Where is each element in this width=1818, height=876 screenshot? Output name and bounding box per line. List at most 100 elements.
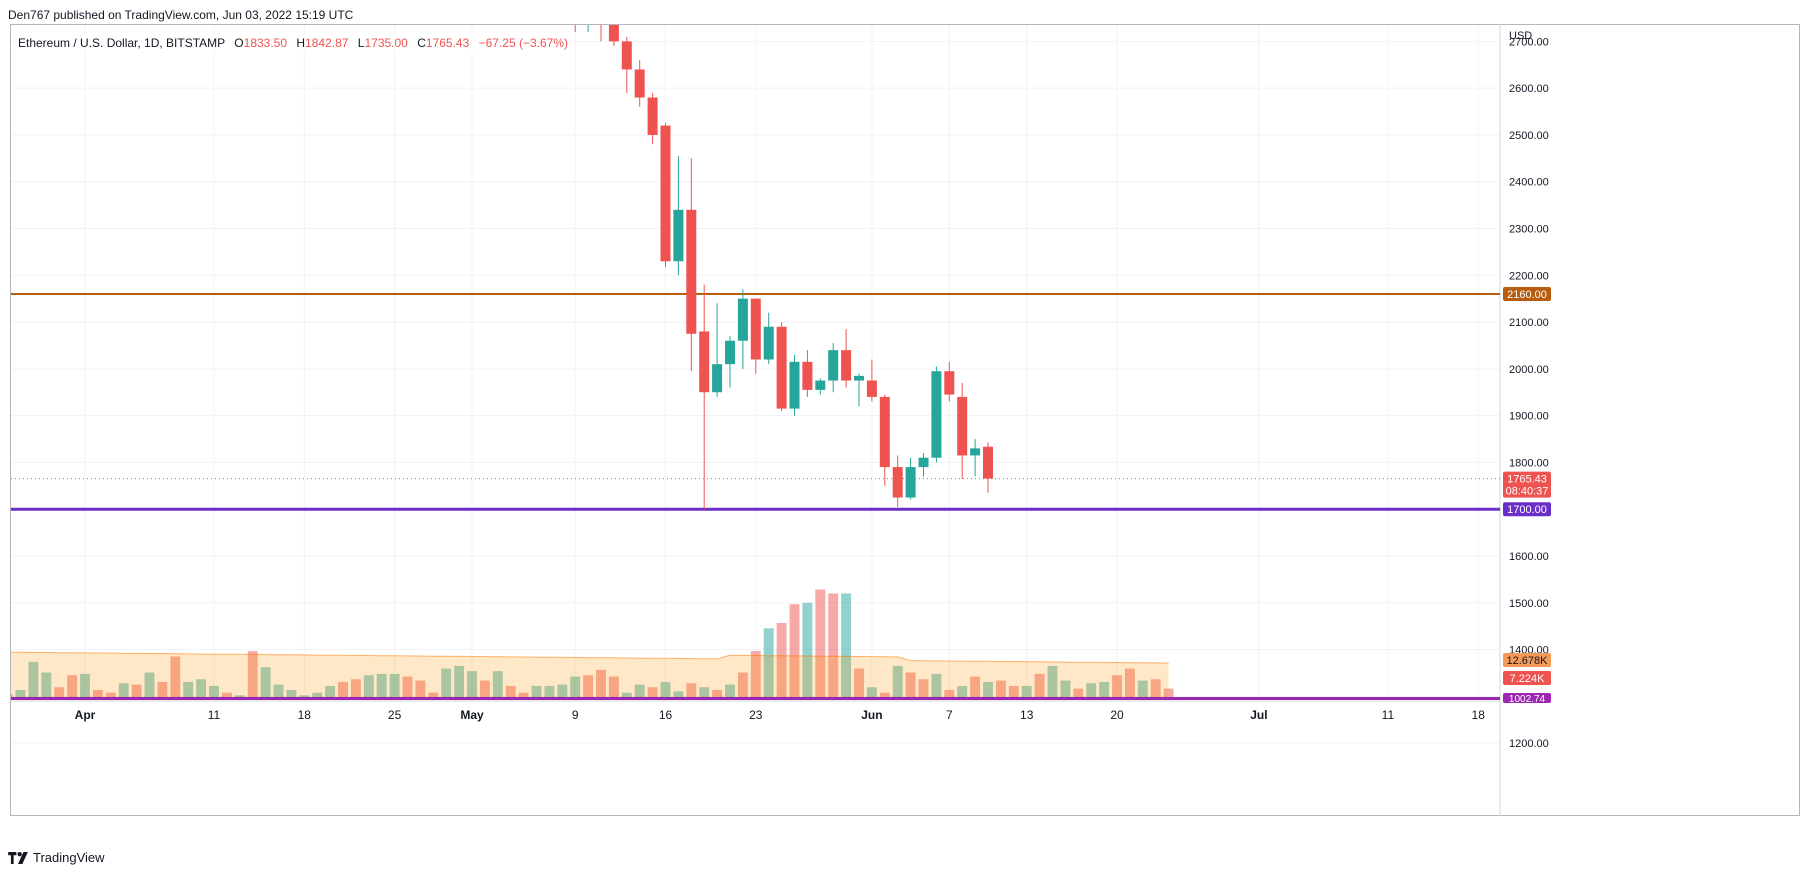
volume-bar [1060, 680, 1071, 698]
volume-bar [944, 689, 955, 698]
y-tick-label: 2400.00 [1509, 177, 1549, 189]
volume-bar [338, 681, 348, 698]
volume-bar [428, 692, 439, 698]
volume-bar [492, 671, 503, 698]
volume-bar [157, 681, 168, 698]
legend-close-label: C [417, 36, 426, 50]
volume-bar [1150, 679, 1161, 698]
volume-baseline [11, 697, 1500, 700]
volume-bar [441, 668, 452, 698]
volume-bar [763, 628, 774, 698]
y-tick-label: 1500.00 [1509, 598, 1549, 610]
volume-bar [621, 692, 632, 698]
volume-bar [583, 675, 594, 698]
x-tick-label: 25 [388, 708, 402, 722]
candle-body [815, 380, 826, 390]
candle-body [957, 396, 968, 456]
volume-bar [518, 692, 529, 698]
volume-bar [1112, 675, 1122, 698]
candle-body [660, 125, 671, 262]
candle-body [596, 0, 606, 18]
x-tick-label: 9 [572, 708, 579, 722]
candle-body [647, 97, 658, 135]
volume-ma-line [11, 651, 1169, 664]
chart-frame [10, 24, 1800, 816]
y-tick-label: 1600.00 [1509, 551, 1549, 563]
last-price-badge-text: 1765.43 [1507, 474, 1547, 486]
volume-bar [118, 683, 129, 698]
volume-bar [647, 687, 658, 698]
volume-bar [80, 673, 90, 698]
volume-bar [1008, 685, 1019, 698]
volume-bar [815, 589, 826, 698]
volume-bar [660, 681, 671, 698]
y-tick-label: 2000.00 [1509, 364, 1549, 376]
volume-bar [544, 685, 555, 698]
volume-bar [273, 684, 284, 698]
legend-open-value: 1833.50 [243, 36, 288, 50]
volume-bar [363, 675, 374, 698]
volume-bar [1034, 673, 1045, 698]
candle-body [725, 340, 735, 365]
last-price-badge-text: 08:40:37 [1506, 486, 1549, 498]
support-badge-text: 1700.00 [1507, 504, 1547, 516]
x-tick-label: 11 [1382, 708, 1395, 722]
tradingview-logo-icon [8, 851, 28, 864]
candle-body [841, 350, 852, 381]
candle-body [905, 467, 916, 498]
candle-body [634, 69, 645, 98]
volume-bar [712, 689, 723, 698]
volume-bar [879, 692, 890, 698]
volume-bar [608, 676, 619, 698]
volume-bar [389, 673, 400, 698]
volume-bar [776, 622, 787, 698]
volume-bar [11, 693, 13, 698]
x-tick-label: 11 [208, 708, 221, 722]
volume-bar [350, 679, 361, 698]
volume-bar [957, 685, 968, 698]
volume-bar [454, 665, 465, 698]
volume-bar [1021, 685, 1032, 698]
volume-bar [1163, 688, 1174, 698]
volume-bar [196, 679, 207, 698]
y-tick-label: 2700.00 [1509, 36, 1549, 48]
volume-bar [673, 691, 684, 698]
volume-bar [1137, 680, 1148, 698]
x-tick-label: Apr [75, 708, 96, 722]
y-tick-label: 1900.00 [1509, 411, 1549, 423]
volume-bar [92, 689, 103, 698]
resistance-badge [1503, 286, 1551, 301]
plot-area[interactable] [3, 0, 1500, 700]
volume-bar [183, 681, 194, 698]
volume-bar [260, 667, 271, 698]
volume-bar [686, 683, 697, 698]
candle-body [763, 326, 774, 360]
y-tick-label: 2500.00 [1509, 130, 1549, 142]
candle-body [866, 380, 877, 397]
y-tick-label: 1800.00 [1509, 457, 1549, 469]
volume-bar [170, 656, 181, 698]
candle-body [789, 361, 800, 409]
volume-bar [15, 689, 26, 698]
candle-body [712, 364, 723, 393]
candle-body [673, 209, 684, 262]
volume-bar [299, 695, 310, 698]
volume-bar [67, 675, 78, 698]
volume-bar [596, 669, 606, 698]
x-tick-label: 20 [1110, 708, 1124, 722]
x-tick-label: 18 [1472, 708, 1486, 722]
volume-bottom-badge [1503, 693, 1551, 703]
footer-brand[interactable]: TradingView [8, 850, 105, 865]
volume-bar [209, 685, 219, 698]
volume-bar [402, 676, 413, 698]
volume-bar [41, 672, 52, 698]
volume-bar [854, 668, 864, 698]
candle-body [931, 371, 942, 458]
y-tick-label: 2200.00 [1509, 270, 1549, 282]
volume-bar [312, 692, 323, 698]
volume-bar [750, 651, 761, 698]
candle-body [699, 331, 710, 393]
legend-high-label: H [296, 36, 306, 50]
volume-bar [376, 673, 387, 698]
